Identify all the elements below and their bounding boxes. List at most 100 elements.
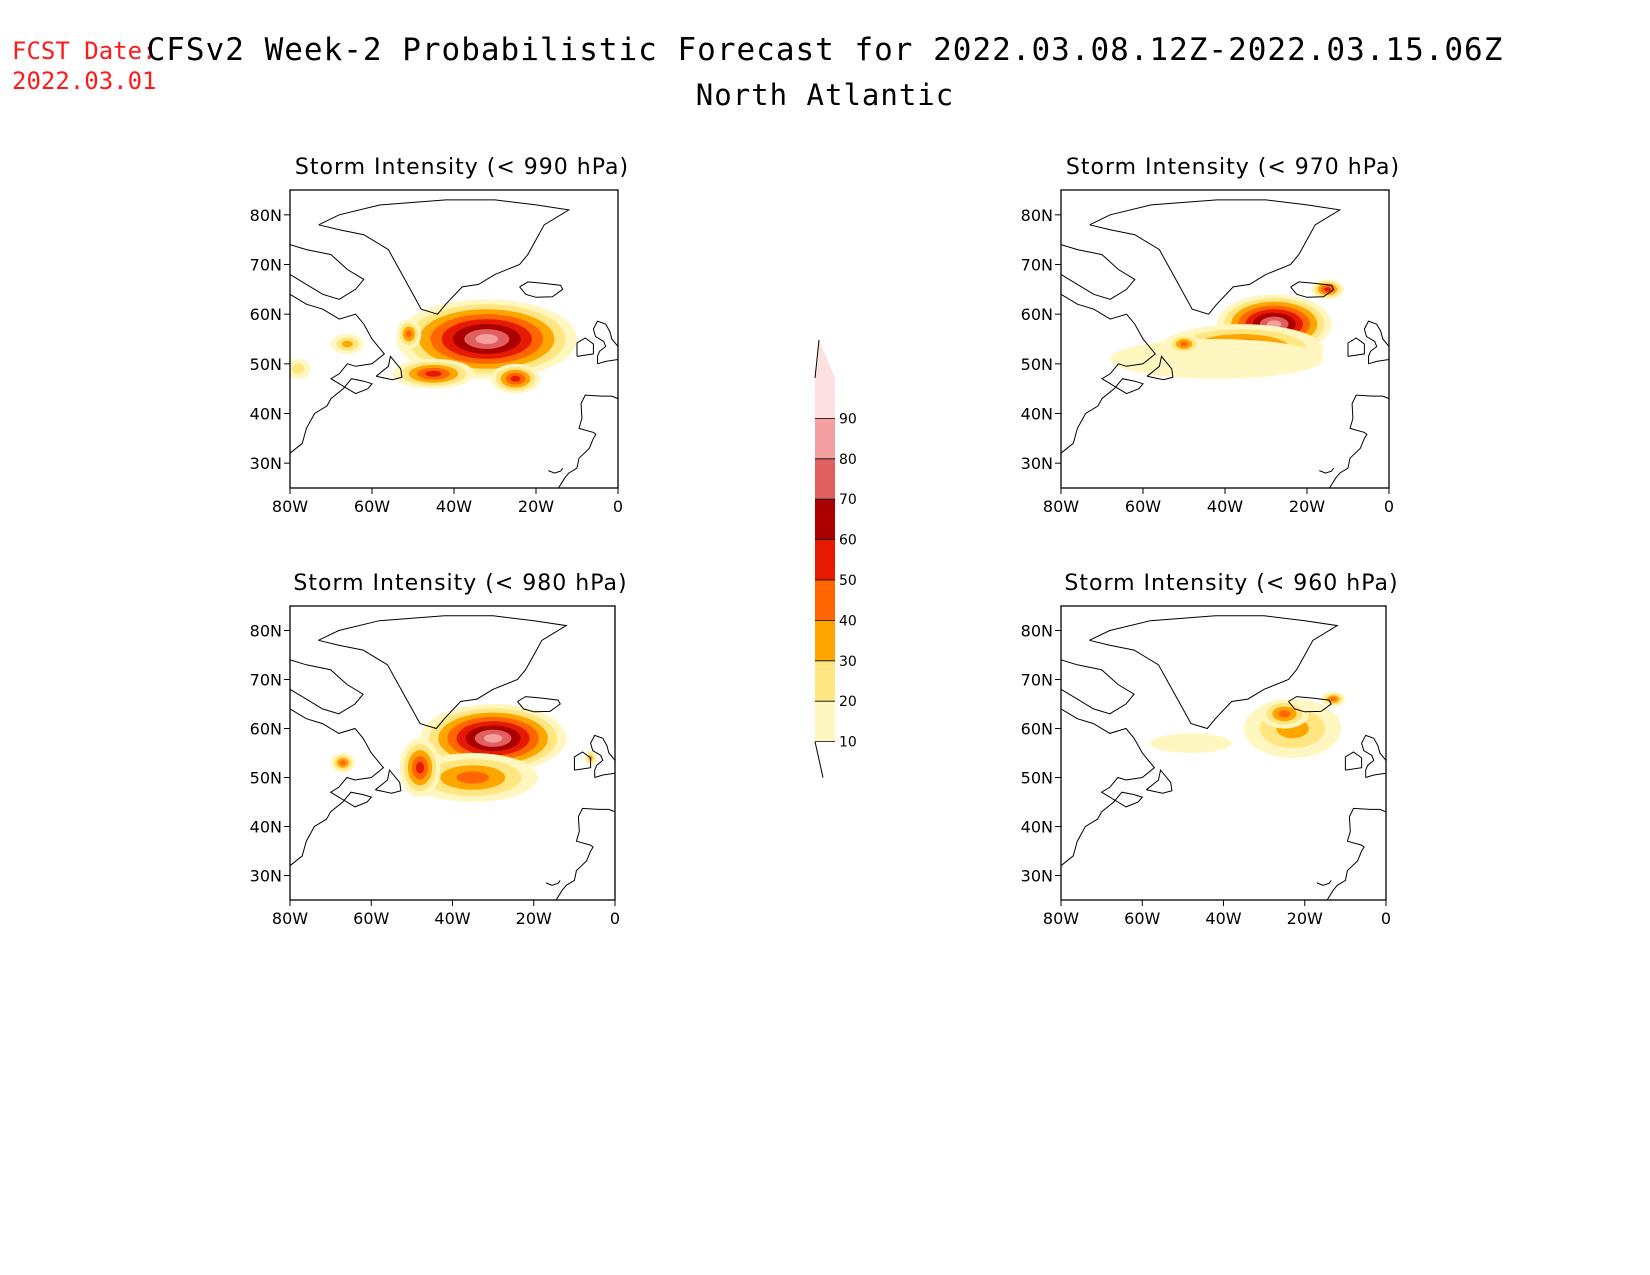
probability-blob	[407, 753, 538, 802]
probability-blob	[330, 753, 355, 773]
y-tick-label: 60N	[1021, 720, 1053, 739]
colorbar: 10 20 30 40 50 60 70 80 90	[814, 339, 857, 778]
y-tick-label: 60N	[250, 305, 282, 324]
panel-title: Storm Intensity (< 990 hPa)	[295, 155, 629, 180]
probability-blob	[396, 299, 577, 379]
colorbar-bottom-cap	[814, 741, 824, 778]
forecast-date-label: FCST Date:	[12, 37, 157, 65]
coastline-ireland	[576, 337, 594, 357]
panel-title: Storm Intensity (< 980 hPa)	[293, 571, 627, 596]
forecast-date-value: 2022.03.01	[12, 67, 157, 95]
y-tick-label: 80N	[1021, 622, 1053, 641]
colorbar-label: 50	[839, 573, 857, 589]
probability-contour	[510, 375, 521, 382]
probability-contour	[1110, 339, 1324, 379]
probability-contour	[1330, 697, 1337, 701]
probability-blob	[392, 358, 475, 389]
y-tick-label: 80N	[250, 622, 282, 641]
probability-blob	[399, 738, 441, 798]
y-tick-label: 30N	[250, 867, 282, 886]
y-tick-label: 30N	[250, 454, 282, 473]
x-tick-label: 40W	[436, 497, 472, 516]
x-tick-label: 40W	[1207, 497, 1243, 516]
colorbar-label: 80	[839, 452, 857, 468]
x-tick-label: 80W	[272, 497, 308, 516]
x-tick-label: 60W	[353, 909, 389, 928]
map-panel-4: Storm Intensity (< 960 hPa) 80N 70N 60N 50N 4…	[1021, 571, 1459, 928]
x-tick-label: 40W	[1205, 909, 1241, 928]
coastline-britain	[590, 734, 615, 778]
coastline-europe	[1326, 807, 1386, 900]
y-tick-label: 80N	[250, 206, 282, 225]
x-tick-label: 0	[613, 497, 623, 516]
map-panel-1: Storm Intensity (< 990 hPa) 80N 70N 60N 50N 4…	[250, 155, 629, 516]
colorbar-segment	[815, 539, 835, 580]
coastline-ireland	[1347, 337, 1365, 357]
y-tick-label: 40N	[250, 405, 282, 424]
y-tick-label: 70N	[250, 256, 282, 275]
x-tick-label: 60W	[354, 497, 390, 516]
probability-contour	[339, 760, 346, 766]
map-panel-2: Storm Intensity (< 970 hPa) 80N 70N 60N 50N 4…	[1021, 155, 1463, 516]
probability-contour	[405, 330, 412, 338]
coastline-europe	[558, 394, 618, 488]
probability-blob	[1260, 699, 1309, 729]
map-contents	[290, 199, 618, 488]
probability-contour	[425, 370, 442, 377]
x-tick-label: 80W	[1043, 909, 1079, 928]
map-frame	[1060, 605, 1387, 901]
coastline-baffin	[290, 659, 364, 715]
panel-title: Storm Intensity (< 970 hPa)	[1066, 155, 1400, 180]
coastline-iceland	[517, 696, 561, 713]
probability-contour	[456, 771, 490, 784]
page-subtitle: North Atlantic	[695, 78, 955, 112]
x-tick-label: 0	[1384, 497, 1394, 516]
x-tick-label: 60W	[1125, 497, 1161, 516]
colorbar-segment	[815, 378, 835, 419]
forecast-date-block: FCST Date: 2022.03.01	[12, 36, 157, 96]
coastline-canada	[290, 708, 385, 867]
colorbar-edge	[814, 339, 820, 379]
map-panel-3: Storm Intensity (< 980 hPa) 80N 70N 60N 50N 4…	[250, 571, 627, 928]
coastline-newfoundland	[1145, 768, 1173, 794]
x-tick-label: 20W	[1289, 497, 1325, 516]
coastline-greenland	[318, 199, 571, 315]
coastline-iceland	[1288, 696, 1332, 713]
probability-contour	[1179, 341, 1189, 347]
map-contents	[290, 615, 615, 900]
coastline-ireland	[573, 751, 592, 771]
coastline-ireland	[1344, 751, 1363, 771]
coastline-europe	[555, 807, 615, 900]
colorbar-label: 60	[839, 533, 857, 549]
coastline-scandinavia	[1410, 265, 1463, 325]
colorbar-segment	[815, 580, 835, 621]
probability-contour	[475, 334, 499, 344]
probability-contour	[1150, 733, 1232, 753]
coastline-greenland	[1089, 615, 1339, 730]
coastline-canada	[1061, 708, 1156, 867]
colorbar-label: 70	[839, 492, 857, 508]
coastline-canaries	[1319, 467, 1335, 474]
x-tick-label: 20W	[1287, 909, 1323, 928]
probability-blob	[1321, 691, 1346, 707]
coastline-greenland	[318, 615, 568, 730]
x-tick-label: 20W	[518, 497, 554, 516]
coastline-baffin	[290, 244, 365, 300]
coastline-canaries	[545, 880, 561, 886]
coastline-britain	[592, 320, 618, 365]
probability-blob	[490, 363, 541, 394]
coastline-newfoundland	[374, 768, 402, 794]
probability-blob	[1110, 339, 1324, 379]
coastline-iceland	[1290, 281, 1335, 298]
map-contents	[1061, 615, 1459, 900]
probability-blob	[396, 319, 422, 349]
probability-blob	[290, 358, 311, 379]
coastline-scandinavia	[1406, 680, 1459, 739]
probability-blob	[1150, 733, 1232, 753]
y-tick-label: 50N	[1021, 355, 1053, 374]
probability-blob	[1167, 334, 1201, 354]
y-tick-label: 60N	[250, 720, 282, 739]
colorbar-label: 10	[839, 735, 857, 751]
y-tick-label: 60N	[1021, 305, 1053, 324]
